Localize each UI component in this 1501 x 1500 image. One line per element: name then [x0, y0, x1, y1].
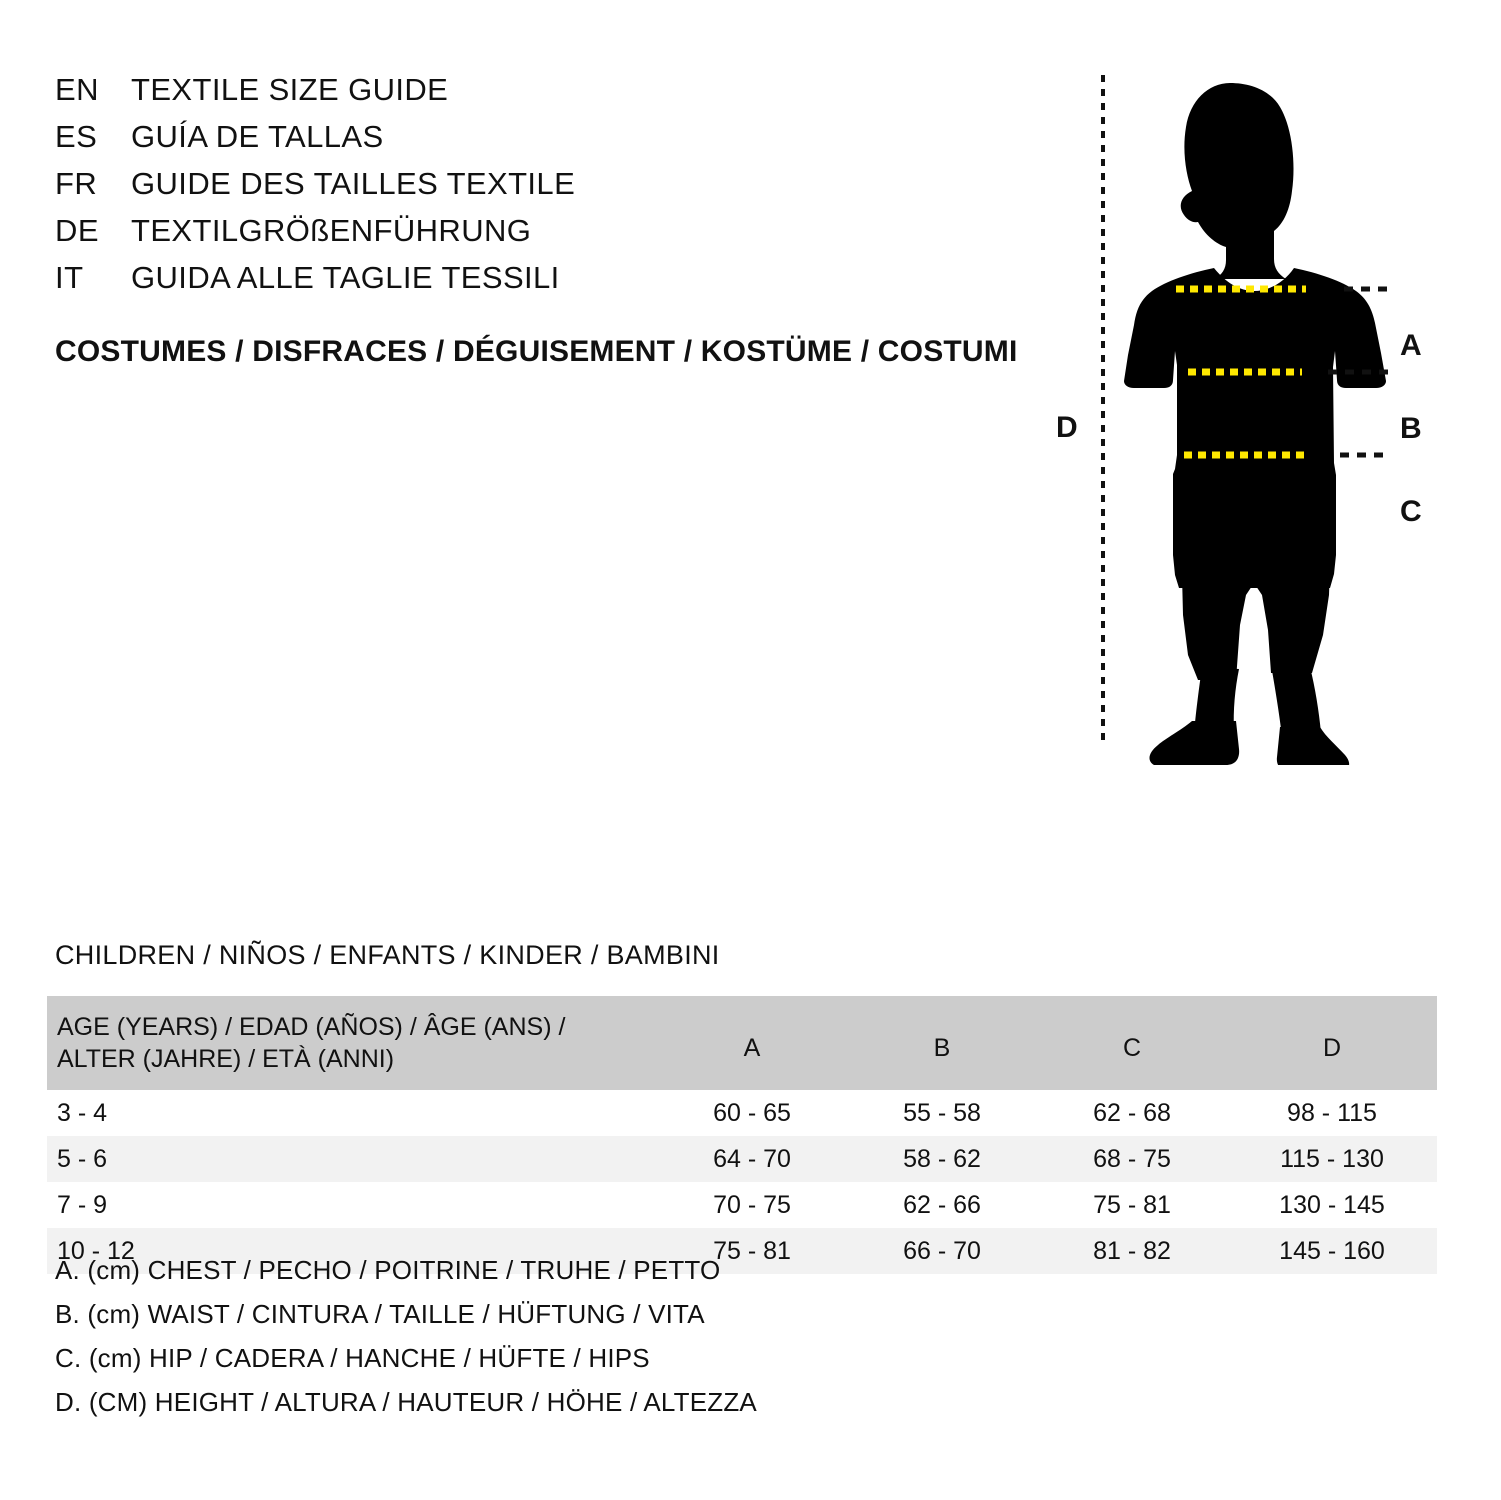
- legend-item-a: A. (cm) CHEST / PECHO / POITRINE / TRUHE…: [55, 1255, 721, 1285]
- cell-d: 145 - 160: [1227, 1228, 1437, 1274]
- table-row: 7 - 9 70 - 75 62 - 66 75 - 81 130 - 145: [47, 1182, 1437, 1228]
- language-row-de: DE TEXTILGRÖßENFÜHRUNG: [55, 213, 755, 260]
- silhouette-head: [1180, 83, 1294, 279]
- cell-d: 115 - 130: [1227, 1136, 1437, 1182]
- language-list: EN TEXTILE SIZE GUIDE ES GUÍA DE TALLAS …: [55, 72, 755, 307]
- measure-label-a: A: [1400, 329, 1422, 362]
- cell-c: 62 - 68: [1037, 1090, 1227, 1136]
- cell-b: 62 - 66: [847, 1182, 1037, 1228]
- column-header-c: C: [1037, 996, 1227, 1090]
- cell-age: 10 - 12: [47, 1228, 657, 1274]
- cell-c: 81 - 82: [1037, 1228, 1227, 1274]
- cell-c: 68 - 75: [1037, 1136, 1227, 1182]
- table-row: 10 - 12 75 - 81 66 - 70 81 - 82 145 - 16…: [47, 1228, 1437, 1274]
- cell-d: 98 - 115: [1227, 1090, 1437, 1136]
- size-table: AGE (YEARS) / EDAD (AÑOS) / ÂGE (ANS) / …: [47, 996, 1437, 1274]
- silhouette-tshirt: [1124, 268, 1386, 588]
- language-code-it: IT: [55, 260, 84, 295]
- table-header-row: AGE (YEARS) / EDAD (AÑOS) / ÂGE (ANS) / …: [47, 996, 1437, 1090]
- measure-label-d: D: [1056, 411, 1078, 444]
- column-header-a: A: [657, 996, 847, 1090]
- cell-age: 3 - 4: [47, 1090, 657, 1136]
- language-code-es: ES: [55, 119, 98, 154]
- table-row: 3 - 4 60 - 65 55 - 58 62 - 68 98 - 115: [47, 1090, 1437, 1136]
- column-header-d: D: [1227, 996, 1437, 1090]
- cell-a: 60 - 65: [657, 1090, 847, 1136]
- cell-a: 70 - 75: [657, 1182, 847, 1228]
- column-header-age: AGE (YEARS) / EDAD (AÑOS) / ÂGE (ANS) / …: [47, 996, 657, 1090]
- cell-d: 130 - 145: [1227, 1182, 1437, 1228]
- language-label-fr: GUIDE DES TAILLES TEXTILE: [131, 166, 576, 201]
- table-section-title: CHILDREN / NIÑOS / ENFANTS / KINDER / BA…: [55, 940, 720, 970]
- language-row-es: ES GUÍA DE TALLAS: [55, 119, 755, 166]
- measure-label-b: B: [1400, 412, 1422, 445]
- silhouette-shoe-left: [1149, 721, 1240, 765]
- cell-age: 7 - 9: [47, 1182, 657, 1228]
- silhouette-shoe-right: [1276, 727, 1350, 765]
- legend-item-d: D. (CM) HEIGHT / ALTURA / HAUTEUR / HÖHE…: [55, 1387, 757, 1417]
- child-silhouette-icon: [1101, 75, 1388, 765]
- table-row: 5 - 6 64 - 70 58 - 62 68 - 75 115 - 130: [47, 1136, 1437, 1182]
- language-code-fr: FR: [55, 166, 98, 201]
- table-header: AGE (YEARS) / EDAD (AÑOS) / ÂGE (ANS) / …: [47, 996, 1437, 1090]
- cell-b: 66 - 70: [847, 1228, 1037, 1274]
- language-row-en: EN TEXTILE SIZE GUIDE: [55, 72, 755, 119]
- cell-b: 55 - 58: [847, 1090, 1037, 1136]
- legend-item-c: C. (cm) HIP / CADERA / HANCHE / HÜFTE / …: [55, 1343, 650, 1373]
- cell-b: 58 - 62: [847, 1136, 1037, 1182]
- category-heading: COSTUMES / DISFRACES / DÉGUISEMENT / KOS…: [55, 335, 1018, 368]
- cell-age: 5 - 6: [47, 1136, 657, 1182]
- legend-item-b: B. (cm) WAIST / CINTURA / TAILLE / HÜFTU…: [55, 1299, 705, 1329]
- language-row-fr: FR GUIDE DES TAILLES TEXTILE: [55, 166, 755, 213]
- cell-a: 64 - 70: [657, 1136, 847, 1182]
- measurement-legend: A. (cm) CHEST / PECHO / POITRINE / TRUHE…: [55, 1248, 955, 1424]
- column-header-b: B: [847, 996, 1037, 1090]
- age-header-line-1: AGE (YEARS) / EDAD (AÑOS) / ÂGE (ANS) /: [57, 1013, 566, 1041]
- language-label-en: TEXTILE SIZE GUIDE: [131, 72, 449, 107]
- silhouette-shorts: [1181, 535, 1331, 680]
- language-row-it: IT GUIDA ALLE TAGLIE TESSILI: [55, 260, 755, 307]
- language-code-de: DE: [55, 213, 100, 248]
- language-label-de: TEXTILGRÖßENFÜHRUNG: [131, 213, 532, 248]
- cell-a: 75 - 81: [657, 1228, 847, 1274]
- age-header-line-2: ALTER (JAHRE) / ETÀ (ANNI): [57, 1045, 395, 1073]
- language-code-en: EN: [55, 72, 100, 107]
- cell-c: 75 - 81: [1037, 1182, 1227, 1228]
- language-label-es: GUÍA DE TALLAS: [131, 119, 384, 154]
- table-body: 3 - 4 60 - 65 55 - 58 62 - 68 98 - 115 5…: [47, 1090, 1437, 1274]
- language-label-it: GUIDA ALLE TAGLIE TESSILI: [131, 260, 560, 295]
- figure-diagram: A B C D: [1040, 55, 1480, 765]
- measure-label-c: C: [1400, 495, 1422, 528]
